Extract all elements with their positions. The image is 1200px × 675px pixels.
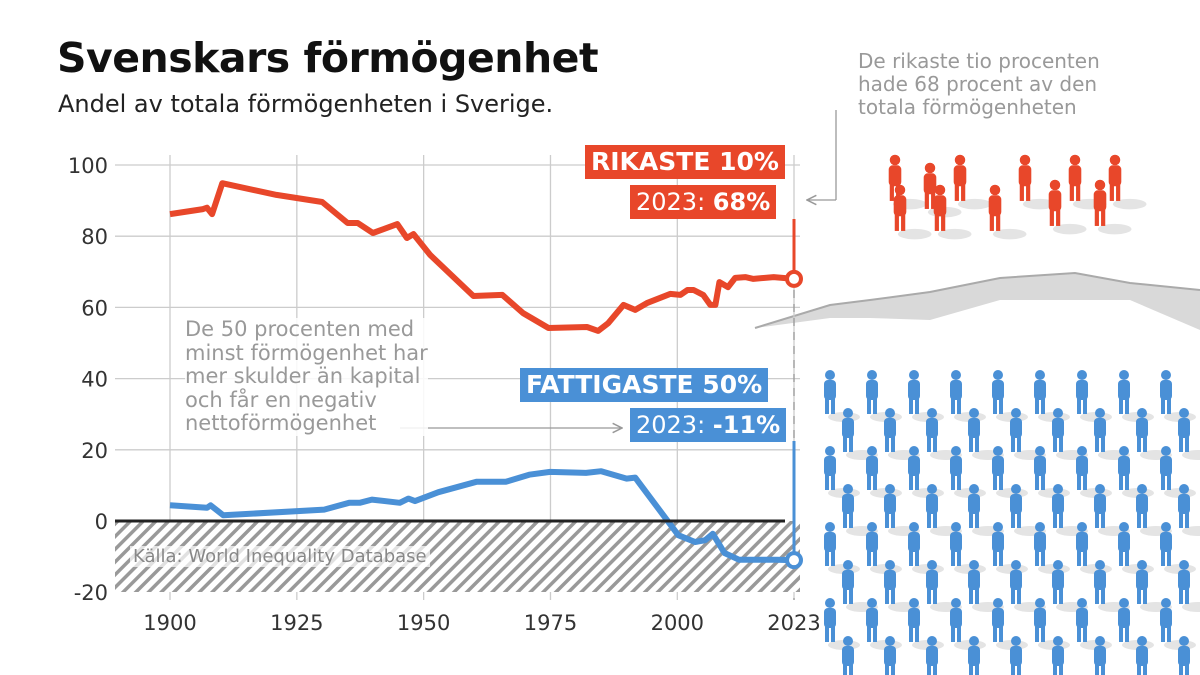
rich-year: 2023: (636, 188, 713, 216)
series-line-poor (169, 468, 795, 564)
person-figure (1010, 636, 1022, 675)
person-figure (893, 184, 932, 240)
rich-series-label: RIKASTE 10% (585, 145, 785, 179)
person-figure (866, 370, 902, 422)
illustration (754, 154, 1200, 675)
person-figure (988, 184, 1027, 240)
annotation-line: De 50 procenten med (185, 317, 415, 341)
y-tick-label: 100 (68, 154, 108, 178)
person-figure (824, 370, 860, 422)
y-tick-label: 80 (81, 225, 108, 249)
person-figure (1048, 179, 1087, 235)
annotation-line: mer skulder än kapital (185, 364, 421, 388)
annotation-line: nettoförmögenhet (185, 411, 377, 435)
poor-value-label: 2023: -11% (630, 408, 787, 442)
annotation-line: minst förmögenhet har (185, 340, 428, 365)
person-figure (926, 636, 938, 675)
person-figure (1178, 560, 1200, 612)
person-figure (1160, 370, 1196, 422)
person-figure (1076, 370, 1112, 422)
person-figure (933, 184, 972, 240)
rich-value-label: 2023: 68% (630, 185, 777, 219)
person-figure (968, 408, 1004, 460)
person-figure (953, 154, 992, 210)
end-point-marker (785, 269, 803, 288)
annotation-line: totala förmögenheten (858, 95, 1077, 119)
person-figure (1052, 636, 1064, 675)
person-figure (950, 370, 986, 422)
chart-subtitle: Andel av totala förmögenheten i Sverige. (58, 90, 554, 118)
person-figure (1094, 636, 1106, 675)
person-figure (1136, 560, 1172, 612)
y-tick-label: 0 (95, 510, 108, 534)
person-figure (884, 636, 896, 675)
annotation-line: De rikaste tio procenten (858, 49, 1100, 73)
x-tick-label: 1950 (397, 611, 450, 635)
person-figure (1178, 636, 1190, 675)
person-figure (1018, 154, 1057, 210)
person-figure (1093, 179, 1132, 235)
person-figure (1034, 370, 1070, 422)
divider-ribbon-illustration (755, 273, 1200, 330)
ribbon-edge (754, 271, 1200, 329)
x-tick-label: 2000 (651, 611, 704, 635)
source-note: Källa: World Inequality Database (130, 546, 430, 567)
chart-title: Svenskars förmögenhet (57, 34, 599, 82)
rich-value: 68% (712, 188, 771, 216)
person-figure (1108, 154, 1147, 210)
series-line-rich (169, 180, 795, 334)
poor-value: -11% (712, 411, 781, 439)
annotation-line: hade 68 procent av den (858, 72, 1098, 96)
annotation-top: De rikaste tio procenten hade 68 procent… (858, 50, 1100, 119)
person-figure (1136, 636, 1148, 675)
end-point-marker (785, 551, 803, 570)
person-figure (1178, 408, 1200, 460)
annotation-bottom: De 50 procenten med minst förmögenhet ha… (185, 317, 428, 436)
person-figure (1118, 370, 1154, 422)
person-figure (926, 408, 962, 460)
person-figure (842, 408, 878, 460)
annotation-line: och får en negativ (185, 387, 377, 412)
y-tick-label: 40 (81, 368, 108, 392)
person-figure (842, 636, 854, 675)
y-tick-label: -20 (74, 581, 108, 605)
x-tick-label: 1925 (270, 611, 323, 635)
y-tick-label: 20 (81, 439, 108, 463)
person-figure (842, 484, 878, 536)
x-tick-label: 2023 (767, 611, 820, 635)
y-tick-label: 60 (81, 296, 108, 320)
poor-series-label: FATTIGASTE 50% (520, 368, 769, 402)
person-figure (842, 560, 878, 612)
person-figure (1094, 560, 1130, 612)
person-figure (1160, 522, 1196, 574)
person-figure (908, 370, 944, 422)
person-figure (968, 636, 980, 675)
person-figure (992, 370, 1028, 422)
x-tick-label: 1975 (524, 611, 577, 635)
x-tick-label: 1900 (143, 611, 196, 635)
poor-year: 2023: (636, 411, 713, 439)
person-figure (1178, 484, 1200, 536)
